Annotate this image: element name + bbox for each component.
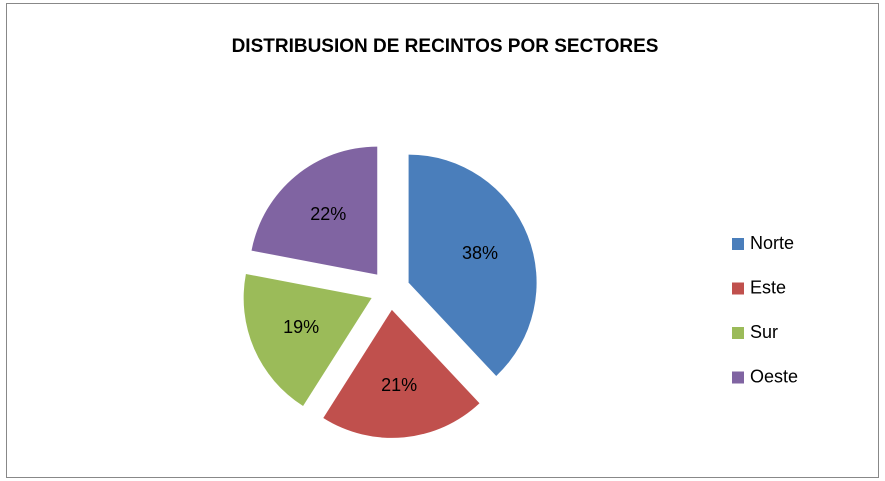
pie-slice — [323, 309, 480, 438]
chart-title: DISTRIBUSION DE RECINTOS POR SECTORES — [232, 36, 659, 57]
legend-swatch — [732, 282, 744, 295]
legend-label: Oeste — [750, 366, 798, 386]
pie-slice — [251, 146, 378, 275]
data-label: 38% — [462, 243, 498, 263]
data-label: 22% — [310, 204, 346, 224]
data-label: 19% — [283, 317, 319, 337]
legend-swatch — [732, 371, 744, 384]
legend-swatch — [732, 327, 744, 339]
legend-swatch — [732, 238, 744, 250]
pie-slice — [408, 154, 537, 376]
data-label: 21% — [381, 375, 417, 395]
legend-label: Norte — [750, 233, 794, 253]
legend-label: Este — [750, 277, 786, 297]
pie-slice — [243, 273, 372, 407]
legend-label: Sur — [750, 322, 778, 342]
